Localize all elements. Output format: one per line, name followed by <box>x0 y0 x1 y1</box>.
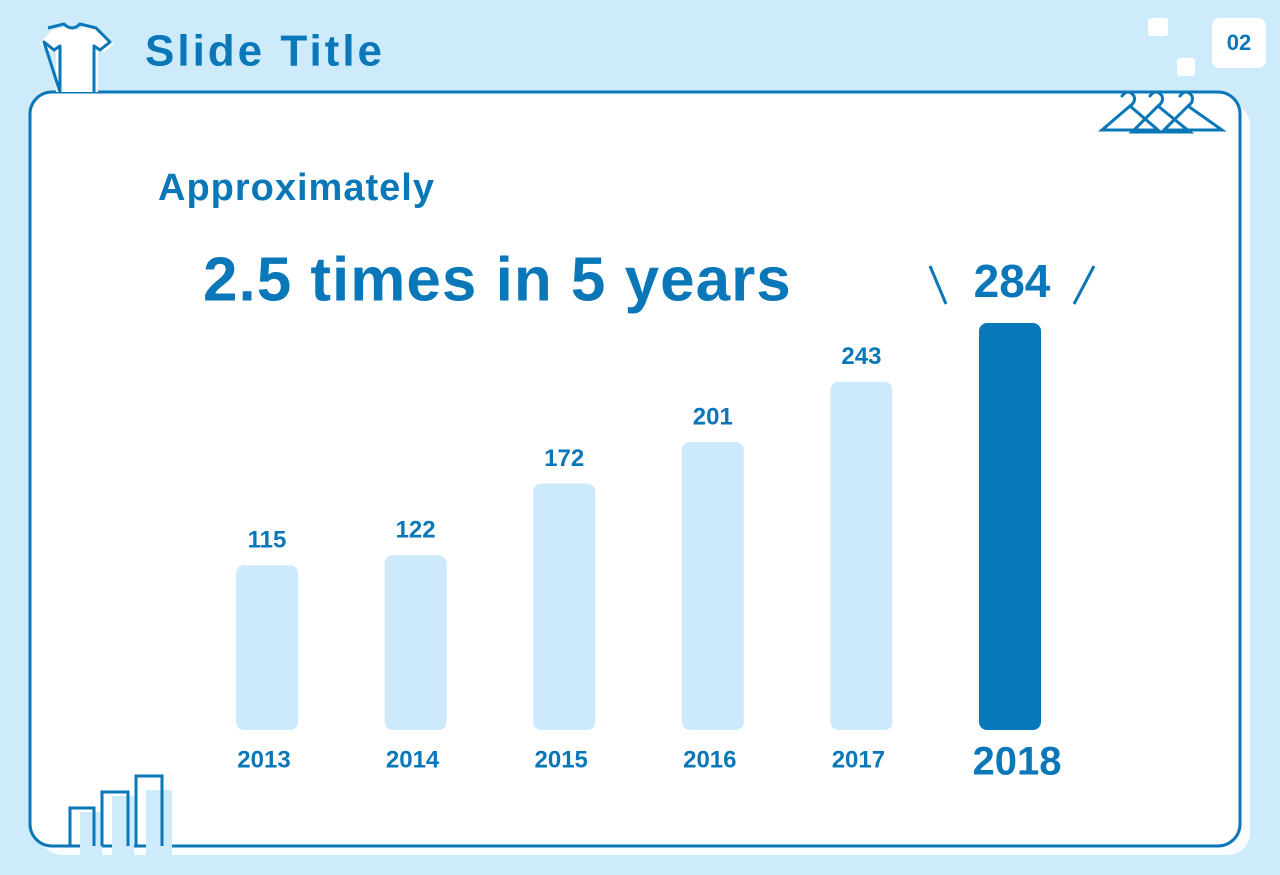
bar <box>384 555 447 730</box>
hangers-icon <box>1097 90 1227 134</box>
bar <box>236 565 298 730</box>
x-tick-label: 2017 <box>832 746 885 773</box>
value-label: 243 <box>841 343 881 370</box>
highlight-slashes <box>928 265 1096 305</box>
value-label: 115 <box>248 527 287 554</box>
bar <box>830 381 893 730</box>
x-tick-label: 2016 <box>683 746 736 773</box>
subtitle: Approximately <box>158 167 435 209</box>
page-number: 02 <box>1227 30 1251 55</box>
slide-title: Slide Title <box>145 27 385 76</box>
value-label: 284 <box>974 255 1051 307</box>
decor-square <box>1148 18 1168 36</box>
value-label: 172 <box>544 445 584 472</box>
x-tick-label: 2018 <box>973 740 1062 784</box>
page-number-box <box>1212 18 1266 68</box>
decor-square <box>1177 58 1195 76</box>
value-label: 122 <box>396 517 436 544</box>
x-tick-label: 2015 <box>535 746 588 773</box>
x-tick-label: 2014 <box>386 746 440 773</box>
bar <box>681 441 744 730</box>
shirt-icon <box>42 22 112 94</box>
bars-icon <box>68 774 172 856</box>
value-label: 201 <box>693 403 733 430</box>
bar <box>533 483 596 730</box>
x-tick-label: 2013 <box>237 746 290 773</box>
headline: 2.5 times in 5 years <box>203 245 792 314</box>
bar <box>979 323 1041 730</box>
